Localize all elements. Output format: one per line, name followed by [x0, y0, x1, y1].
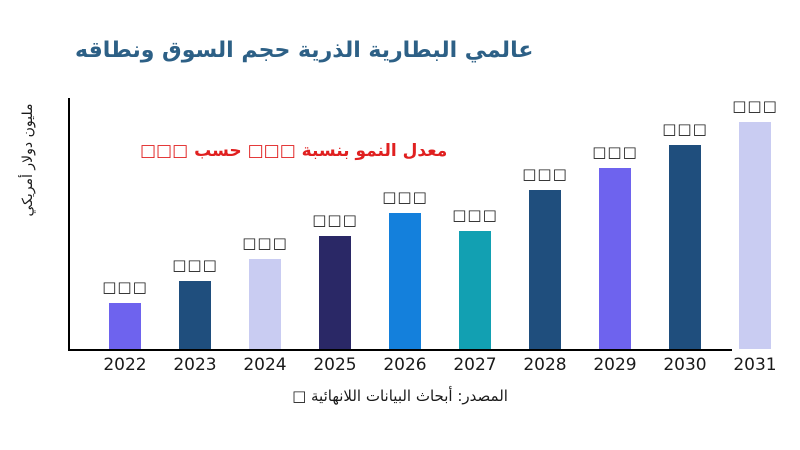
bar-value-label: □□□: [102, 278, 148, 296]
bar-value-label: □□□: [732, 97, 778, 115]
y-axis-line: [68, 98, 70, 351]
bar-value-label: □□□: [312, 211, 358, 229]
bar-value-label: □□□: [592, 143, 638, 161]
x-tick-label: 2031: [733, 355, 777, 375]
x-tick-label: 2024: [243, 355, 287, 375]
bar-value-label: □□□: [242, 234, 288, 252]
bar-value-label: □□□: [522, 165, 568, 183]
x-tick-label: 2023: [173, 355, 217, 375]
x-tick-label: 2027: [453, 355, 497, 375]
bar: [249, 259, 281, 349]
bar: [389, 213, 421, 349]
bar-value-label: □□□: [452, 206, 498, 224]
x-tick-label: 2030: [663, 355, 707, 375]
bar-value-label: □□□: [382, 188, 428, 206]
bar: [739, 122, 771, 349]
bar: [319, 236, 351, 349]
bar: [179, 281, 211, 349]
bar: [599, 168, 631, 349]
x-tick-label: 2022: [103, 355, 147, 375]
x-tick-label: 2029: [593, 355, 637, 375]
x-axis-line: [68, 349, 732, 351]
bar: [109, 303, 141, 349]
x-tick-label: 2026: [383, 355, 427, 375]
chart-title: عالمي البطارية الذرية حجم السوق ونطاقه: [75, 38, 534, 63]
bar-value-label: □□□: [662, 120, 708, 138]
growth-rate-annotation: معدل النمو بنسبة □□□ حسب □□□: [140, 141, 448, 161]
bar: [459, 231, 491, 349]
source-note: المصدر: أبحاث البيانات اللانهائية □: [292, 387, 508, 405]
bar-value-label: □□□: [172, 256, 218, 274]
x-tick-label: 2025: [313, 355, 357, 375]
bar: [529, 190, 561, 349]
x-tick-label: 2028: [523, 355, 567, 375]
bar: [669, 145, 701, 349]
y-axis-label: مليون دولار أمريكي: [20, 103, 36, 217]
